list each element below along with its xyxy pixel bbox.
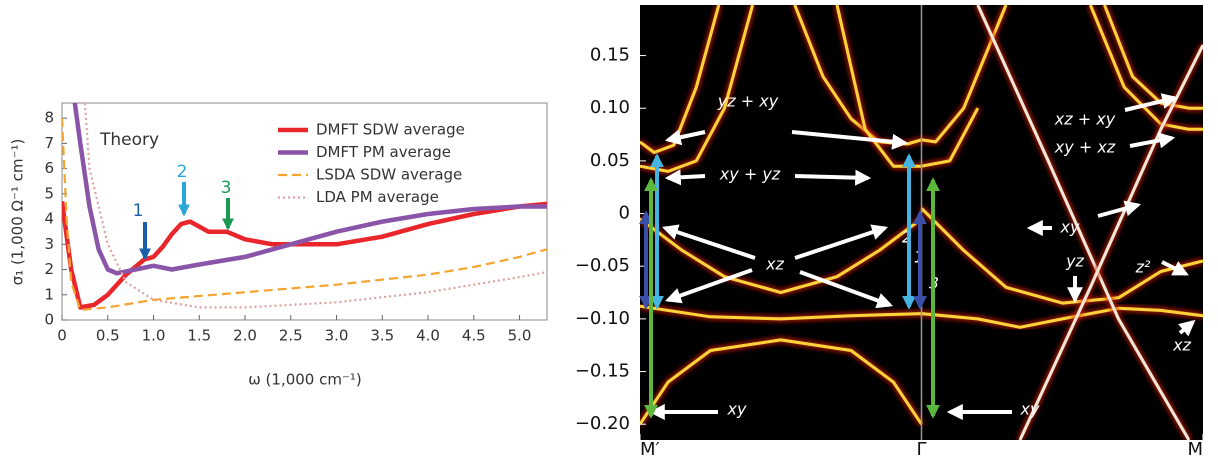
- x-axis-label: ω (1,000 cm⁻¹): [248, 371, 362, 389]
- y-tick-label: 0: [619, 203, 630, 224]
- y-tick-label: −0.20: [575, 413, 630, 434]
- y-tick-label: 2: [44, 260, 54, 278]
- y-tick-label: 0.05: [590, 150, 630, 171]
- y-tick-label: 0: [44, 311, 54, 329]
- x-tick-label: 5.0: [508, 327, 532, 345]
- curves: [62, 103, 547, 311]
- legend-label: LSDA SDW average: [316, 166, 462, 184]
- annotation-arrow: [1161, 260, 1189, 276]
- annotation: z²: [1135, 258, 1151, 277]
- annotation-arrow: [664, 129, 706, 146]
- x-tick-label: 0.5: [96, 327, 120, 345]
- annotation: xy: [1060, 218, 1080, 237]
- x-tick-label: M: [1187, 439, 1203, 460]
- annotation-arrow: [664, 169, 706, 186]
- x-tick-label: 3.0: [325, 327, 349, 345]
- y-tick-label: 8: [44, 109, 54, 127]
- annotation-arrow: [1129, 132, 1176, 149]
- band: [640, 304, 1203, 329]
- annotation-arrow: [1097, 200, 1142, 218]
- annotation: 3: [221, 178, 232, 198]
- annotation-arrow: [1178, 319, 1196, 337]
- x-tick-label: Γ: [916, 439, 926, 460]
- y-tick-label: 3: [44, 235, 54, 253]
- band: [1089, 5, 1203, 131]
- annotation-arrow: [791, 130, 909, 150]
- x-tick-label: 4.5: [462, 327, 486, 345]
- annotation: xz: [765, 255, 784, 274]
- y-tick-label: 6: [44, 159, 54, 177]
- y-tick-label: 0.15: [590, 45, 630, 66]
- annotation: 2: [177, 162, 188, 182]
- legend-label: DMFT SDW average: [316, 121, 465, 139]
- annotation-arrow: [1124, 93, 1179, 112]
- annotation: Theory: [99, 130, 159, 150]
- x-tick-label: 0: [57, 327, 67, 345]
- annotation-arrow: [794, 224, 889, 260]
- annotation: xz + xy: [1054, 110, 1116, 129]
- conductivity-panel: 0 0.5 1.0 1.5 2.0 2.5 3.0 3.5 4.0 4.5 5.0 0 1 2 3 4 5 6 7 8…: [9, 102, 548, 389]
- annotation-arrow: [799, 270, 894, 309]
- y-tick-label: −0.15: [575, 361, 630, 382]
- annotation-arrow: [661, 224, 756, 260]
- x-tick-label: 3.5: [370, 327, 394, 345]
- annotation: xz: [1172, 336, 1191, 355]
- x-tick-label: 2.0: [233, 327, 257, 345]
- x-tick-label: 1.5: [187, 327, 211, 345]
- x-tick-label: 1.0: [142, 327, 166, 345]
- spectral-panel: M′ Γ M 0.15 0.10 0.05 0 −0.05 −0.10 −0.15 −0.20 yz …: [575, 5, 1204, 460]
- annotation-arrow: [664, 268, 753, 304]
- annotation: xy + yz: [719, 165, 781, 184]
- y-tick-label: 4: [44, 210, 54, 228]
- legend-label: DMFT PM average: [316, 143, 451, 161]
- annotation: xy: [727, 400, 747, 419]
- y-tick-label: 1: [44, 285, 54, 303]
- annotation: xy: [1020, 400, 1040, 419]
- data-line: [62, 201, 547, 310]
- band: [640, 217, 923, 294]
- x-tick-label: 2.5: [279, 327, 303, 345]
- y-tick-label: 0.10: [590, 97, 630, 118]
- data-line: [72, 103, 547, 276]
- band: [920, 207, 1203, 305]
- data-line: [83, 103, 547, 309]
- annotation: 1: [133, 201, 144, 221]
- y-tick-label: 5: [44, 184, 54, 202]
- x-tick-label: M′: [640, 439, 660, 460]
- x-tick-label: 4.0: [416, 327, 440, 345]
- legend-label: LDA PM average: [316, 188, 439, 206]
- y-tick-label: −0.10: [575, 308, 630, 329]
- y-tick-label: −0.05: [575, 255, 630, 276]
- data-line: [62, 118, 547, 311]
- band: [640, 338, 923, 426]
- y-axis-label: σ₁ (1,000 Ω⁻¹ cm⁻¹): [9, 139, 27, 286]
- band: [976, 5, 1191, 440]
- annotation: yz: [1065, 252, 1084, 271]
- annotation: xy + xz: [1054, 138, 1116, 157]
- annotation-arrow: [794, 169, 872, 186]
- annotation: yz + xy: [717, 92, 779, 111]
- y-tick-label: 7: [44, 134, 54, 152]
